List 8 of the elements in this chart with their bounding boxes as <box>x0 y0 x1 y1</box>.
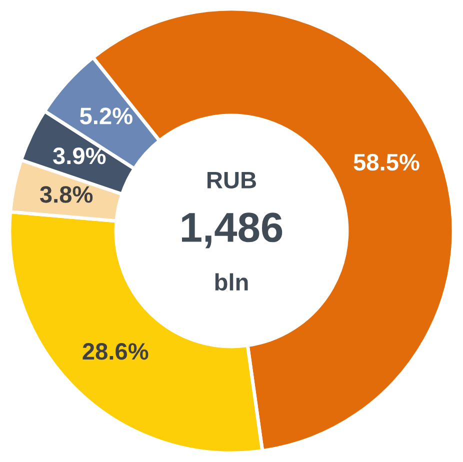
text: RUB <box>208 172 256 188</box>
data-label: 3.9% <box>53 148 106 164</box>
data-label: 3.8% <box>40 186 93 203</box>
data-label: 5.2% <box>80 108 132 124</box>
data-label: 58.5% <box>354 154 420 171</box>
text: bln <box>215 273 248 291</box>
text: 1,486 <box>182 212 282 248</box>
data-label: 28.6% <box>82 343 148 360</box>
